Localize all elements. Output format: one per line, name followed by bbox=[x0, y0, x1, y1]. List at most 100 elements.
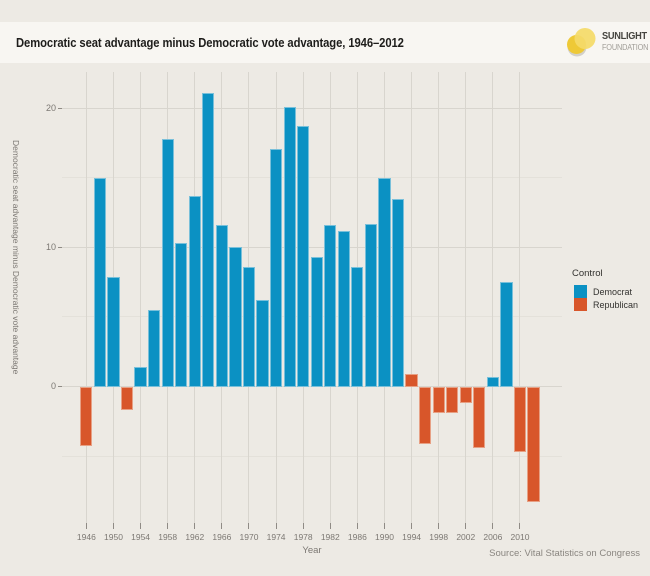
gridline-y-10 bbox=[62, 246, 562, 248]
gridline-x-2002 bbox=[465, 72, 467, 523]
logo-text-foundation: FOUNDATION bbox=[602, 43, 649, 52]
bar-2002 bbox=[459, 386, 472, 404]
bar-1990 bbox=[378, 177, 391, 387]
x-tick-mark-1958 bbox=[167, 523, 169, 529]
legend-label-democrat: Democrat bbox=[593, 286, 633, 297]
bar-1992 bbox=[391, 198, 405, 387]
x-tick-label-1970: 1970 bbox=[239, 532, 259, 542]
bar-1976 bbox=[283, 106, 296, 387]
bar-1986 bbox=[351, 266, 364, 387]
x-tick-label-2002: 2002 bbox=[456, 532, 476, 542]
bar-1996 bbox=[419, 386, 432, 444]
bar-1988 bbox=[364, 223, 378, 387]
gridline-x-1994 bbox=[411, 72, 413, 523]
bar-2006 bbox=[486, 376, 499, 387]
legend-item-democrat: Democrat bbox=[574, 285, 638, 298]
gridline-x-2010 bbox=[519, 72, 521, 523]
republican-swatch bbox=[574, 298, 587, 311]
bar-1952 bbox=[120, 386, 134, 411]
x-tick-mark-1966 bbox=[221, 523, 223, 529]
bar-2004 bbox=[473, 386, 486, 448]
bar-1950 bbox=[107, 276, 120, 387]
legend-title: Control bbox=[572, 268, 603, 279]
gridline-x-1998 bbox=[438, 72, 440, 523]
logo-wordmark: SUNLIGHT FOUNDATION bbox=[602, 32, 650, 52]
sun-icon bbox=[567, 28, 596, 57]
democrat-swatch bbox=[574, 285, 587, 298]
x-tick-label-1946: 1946 bbox=[76, 532, 96, 542]
x-tick-mark-2010 bbox=[519, 523, 521, 529]
legend-item-republican: Republican bbox=[574, 298, 638, 311]
bar-2000 bbox=[446, 386, 459, 414]
bar-1994 bbox=[405, 374, 418, 387]
gridline-y-minor--5 bbox=[62, 455, 562, 457]
gridline-x-2006 bbox=[492, 72, 494, 523]
x-tick-mark-1946 bbox=[85, 523, 87, 529]
x-tick-mark-2006 bbox=[492, 523, 494, 529]
bar-1972 bbox=[256, 300, 269, 387]
bar-1968 bbox=[229, 247, 242, 387]
x-tick-label-1950: 1950 bbox=[104, 532, 123, 542]
bar-1946 bbox=[80, 386, 93, 447]
y-tick-label-20: 20 bbox=[45, 102, 56, 113]
legend: Control Democrat Republican bbox=[572, 268, 638, 311]
x-tick-label-1998: 1998 bbox=[429, 532, 449, 542]
y-tick-label-10: 10 bbox=[45, 241, 56, 252]
gridline-x-1954 bbox=[140, 72, 142, 523]
title-band bbox=[0, 22, 650, 63]
sunlight-foundation-logo: SUNLIGHT FOUNDATION bbox=[564, 25, 650, 59]
y-tick-label-0: 0 bbox=[50, 381, 56, 392]
x-tick-label-1990: 1990 bbox=[375, 532, 394, 542]
x-tick-label-1986: 1986 bbox=[347, 532, 367, 542]
logo-text-sunlight: SUNLIGHT bbox=[602, 31, 647, 42]
bar-1962 bbox=[188, 195, 201, 387]
bar-1956 bbox=[148, 310, 161, 387]
x-tick-mark-2002 bbox=[465, 523, 467, 529]
chart-title: Democratic seat advantage minus Democrat… bbox=[16, 35, 404, 50]
x-tick-mark-1954 bbox=[140, 523, 142, 529]
x-tick-label-2010: 2010 bbox=[510, 532, 530, 542]
x-axis-title: Year bbox=[302, 545, 322, 556]
gridline-x-1946 bbox=[85, 72, 87, 523]
bar-1974 bbox=[269, 148, 283, 387]
bar-1966 bbox=[215, 225, 228, 387]
y-tick-mark-20 bbox=[58, 107, 62, 109]
x-tick-mark-1950 bbox=[112, 523, 114, 529]
source-credit: Source: Vital Statistics on Congress bbox=[489, 548, 640, 559]
x-tick-label-1974: 1974 bbox=[266, 532, 286, 542]
x-tick-mark-1962 bbox=[194, 523, 196, 529]
bar-1978 bbox=[297, 126, 310, 387]
x-tick-mark-1978 bbox=[302, 523, 304, 529]
x-tick-label-1978: 1978 bbox=[293, 532, 313, 542]
x-tick-mark-1970 bbox=[248, 523, 250, 529]
x-tick-label-1982: 1982 bbox=[320, 532, 340, 542]
gridline-y-20 bbox=[62, 107, 562, 109]
bar-1980 bbox=[310, 257, 323, 387]
bar-1970 bbox=[242, 266, 256, 387]
y-tick-mark-10 bbox=[58, 246, 62, 248]
x-tick-mark-1990 bbox=[383, 523, 385, 529]
x-tick-label-1994: 1994 bbox=[402, 532, 422, 542]
x-tick-mark-1974 bbox=[275, 523, 277, 529]
gridline-y-0 bbox=[62, 386, 562, 388]
bar-1958 bbox=[161, 138, 174, 387]
x-tick-label-1962: 1962 bbox=[185, 532, 205, 542]
bar-1984 bbox=[337, 230, 350, 387]
bar-2008 bbox=[500, 282, 513, 387]
x-tick-mark-1998 bbox=[438, 523, 440, 529]
bar-2012 bbox=[527, 386, 540, 503]
y-axis-title: Democratic seat advantage minus Democrat… bbox=[11, 140, 21, 375]
bar-1982 bbox=[324, 225, 337, 387]
bar-1964 bbox=[202, 92, 215, 387]
gridline-y-minor-15 bbox=[62, 177, 562, 179]
y-tick-mark-0 bbox=[58, 386, 62, 388]
bar-2010 bbox=[513, 386, 527, 452]
bar-1960 bbox=[175, 243, 188, 387]
plot-panel bbox=[62, 72, 562, 523]
x-tick-label-1958: 1958 bbox=[158, 532, 178, 542]
x-tick-label-1966: 1966 bbox=[212, 532, 232, 542]
bar-1998 bbox=[432, 386, 445, 414]
bar-1954 bbox=[134, 367, 147, 387]
x-tick-mark-1994 bbox=[411, 523, 413, 529]
